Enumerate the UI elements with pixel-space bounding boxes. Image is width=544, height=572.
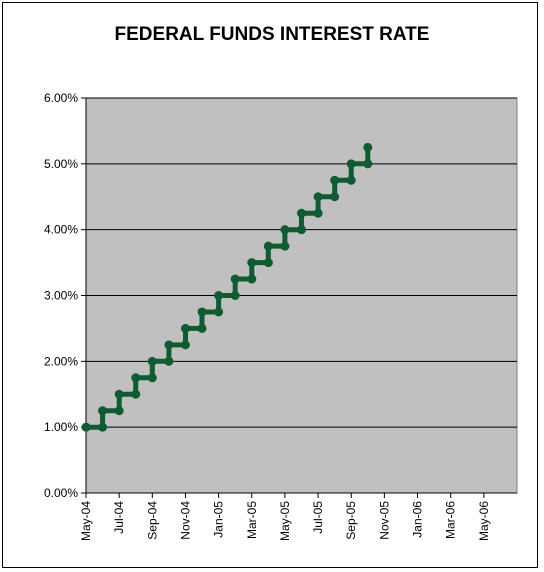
data-point — [164, 356, 174, 366]
data-point — [313, 208, 323, 218]
data-point — [263, 258, 273, 268]
data-point — [280, 225, 290, 235]
data-point — [131, 373, 141, 383]
data-point — [330, 175, 340, 185]
x-tick-label: Jan-05 — [212, 501, 226, 538]
data-point — [164, 340, 174, 350]
x-tick-label: May-06 — [477, 501, 491, 541]
x-tick-label: May-04 — [79, 501, 93, 541]
x-tick-label: Nov-04 — [178, 501, 192, 540]
y-tick-label: 6.00% — [44, 91, 78, 105]
data-point — [180, 323, 190, 333]
data-point — [214, 291, 224, 300]
x-tick-label: Jan-06 — [411, 501, 425, 538]
x-tick-label: Mar-06 — [444, 501, 458, 539]
data-point — [197, 323, 207, 333]
x-tick-label: Sep-05 — [344, 501, 358, 540]
y-axis: 0.00% 1.00% 2.00% 3.00% 4.00% 5.00% 6.00% — [44, 91, 87, 500]
data-point — [114, 389, 124, 399]
x-tick-label: May-05 — [278, 501, 292, 541]
data-point — [147, 373, 157, 383]
x-tick-label: Jul-05 — [311, 501, 325, 534]
x-tick-label: Mar-05 — [245, 501, 259, 539]
x-tick-label: Nov-05 — [377, 501, 391, 540]
y-tick-label: 4.00% — [44, 223, 78, 237]
data-point — [180, 340, 190, 350]
data-point — [197, 307, 207, 317]
y-tick-label: 3.00% — [44, 289, 78, 303]
data-point — [363, 142, 373, 152]
data-point — [230, 274, 240, 284]
data-point — [363, 159, 373, 169]
data-point — [346, 159, 356, 169]
data-point — [280, 241, 290, 251]
data-point — [214, 307, 224, 317]
data-point — [346, 175, 356, 185]
series-group — [81, 142, 373, 432]
y-tick-label: 0.00% — [44, 486, 78, 500]
data-point — [81, 422, 91, 432]
data-point — [230, 291, 240, 300]
y-tick-label: 2.00% — [44, 354, 78, 368]
y-tick-label: 1.00% — [44, 420, 78, 434]
chart-title: FEDERAL FUNDS INTEREST RATE — [114, 24, 430, 45]
data-point — [131, 389, 141, 399]
data-point — [263, 241, 273, 251]
data-point — [330, 192, 340, 202]
data-point — [98, 422, 108, 432]
data-point — [114, 406, 124, 416]
data-point — [98, 406, 108, 416]
data-point — [247, 258, 257, 268]
y-tick-label: 5.00% — [44, 157, 78, 171]
data-point — [247, 274, 257, 284]
x-tick-label: Sep-04 — [145, 501, 159, 540]
x-tick-label: Jul-04 — [112, 501, 126, 534]
data-point — [297, 208, 306, 218]
data-point — [147, 356, 157, 366]
data-point — [297, 225, 306, 235]
x-axis: May-04 Jul-04 Sep-04 Nov-04 Jan-05 Mar-05 May-… — [79, 492, 517, 541]
data-point — [313, 192, 323, 202]
